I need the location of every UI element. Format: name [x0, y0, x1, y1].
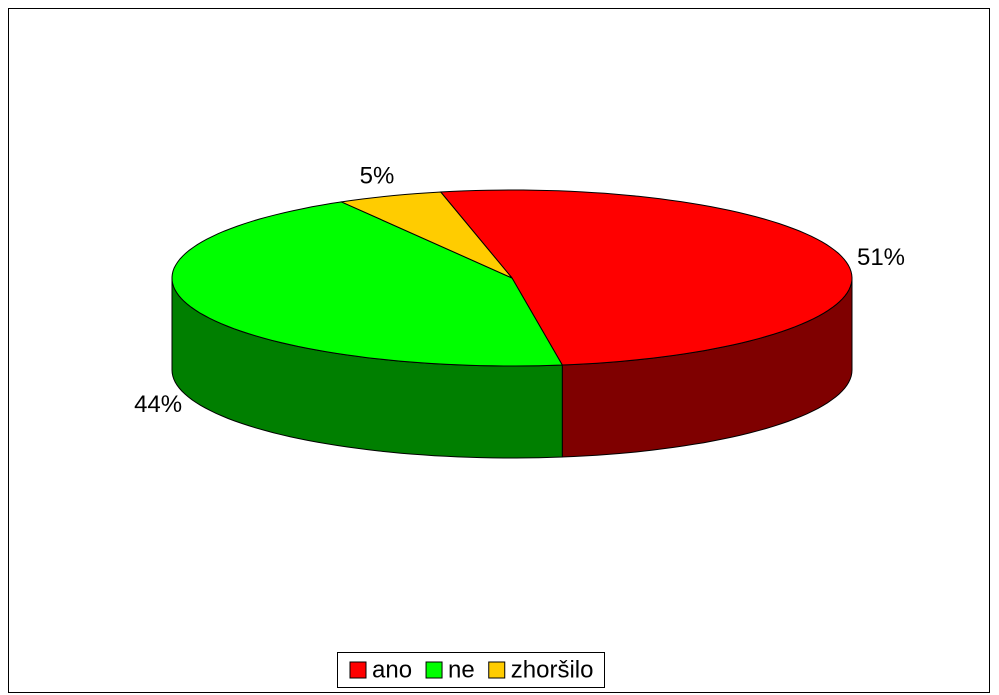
legend-swatch [425, 661, 443, 679]
legend-label: ano [372, 656, 412, 683]
legend-swatch [488, 661, 506, 679]
slice [439, 189, 853, 366]
data-label: 51% [857, 244, 905, 271]
legend-box [337, 652, 605, 688]
slice [339, 191, 513, 279]
legend-label: zhoršilo [511, 656, 594, 683]
legend-label: ne [448, 656, 475, 683]
data-label: 5% [360, 163, 395, 190]
data-label: 44% [134, 391, 182, 418]
legend: ano ne zhoršilo [337, 652, 605, 688]
slice [171, 201, 564, 367]
legend-swatch [349, 661, 367, 679]
